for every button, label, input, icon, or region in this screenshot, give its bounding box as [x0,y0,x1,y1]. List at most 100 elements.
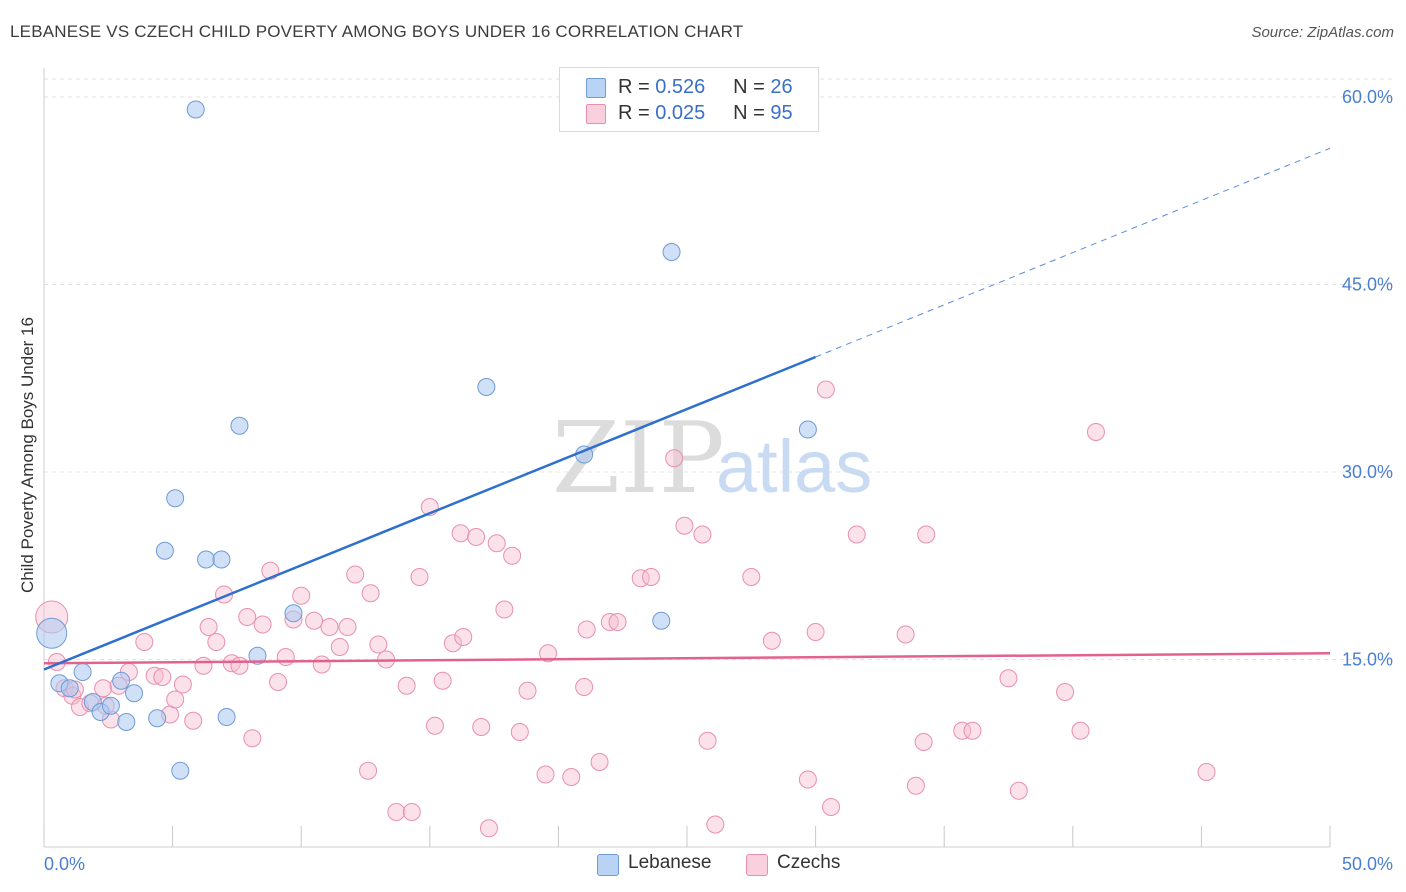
czech-point [359,761,378,780]
tick-labels: 15.0% 30.0% 45.0% 60.0% 0.0% 50.0% [44,87,1393,874]
lebanese-trend-extension [815,147,1331,358]
y-tick-label: 45.0% [1342,275,1393,295]
chart-title: LEBANESE VS CZECH CHILD POVERTY AMONG BO… [10,22,744,41]
czech-point [641,568,660,586]
lebanese-point [662,243,681,261]
lebanese-trend-line [43,355,817,671]
czech-point [562,768,581,786]
lebanese-point [798,420,817,439]
czech-point [467,528,486,546]
czech-point [166,690,185,709]
x-tick-label: 50.0% [1342,854,1393,874]
watermark-atlas: atlas [716,425,872,508]
lebanese-point [125,684,144,703]
czech-point [243,729,262,748]
czech-point [433,671,452,690]
czech-point [600,613,619,631]
y-tick-label: 30.0% [1342,462,1393,482]
czech-point [665,449,684,468]
lebanese-point [186,100,205,119]
lebanese-point [230,416,249,435]
lebanese-point [171,761,190,780]
lebanese-point [166,489,185,508]
czech-point [698,731,717,750]
lebanese-point [148,709,167,728]
czech-point [312,655,331,674]
chart-source: Source: ZipAtlas.com [1251,24,1394,41]
czech-point [402,803,421,821]
legend-r-value: 0.025 [655,102,706,124]
lebanese-points [36,100,817,780]
czech-point [510,723,529,741]
legend-r-label: R = [618,102,650,124]
czech-point [199,618,218,636]
watermark: ZIP atlas [552,402,872,516]
czech-point [608,613,627,631]
lebanese-point [477,378,496,396]
lebanese-point [652,611,671,630]
czech-point [518,681,537,700]
czech-point [387,803,406,821]
czech-point [346,565,365,584]
czech-point [896,625,915,644]
czech-point [693,525,712,544]
czech-point [330,638,349,656]
czech-point [798,770,817,789]
legend: R = 0.526 N = 26 R = 0.025 N = 95 [559,67,819,132]
lebanese-point [155,541,174,560]
bottom-legend-label-czechs: Czechs [777,852,841,873]
czech-point [906,776,925,795]
czech-point [503,546,522,565]
czech-point [451,524,470,543]
czech-point [590,753,609,771]
y-tick-label: 15.0% [1342,650,1393,670]
czech-point [145,666,164,685]
czech-point [539,644,558,663]
legend-r-label: R = [618,76,650,98]
czech-point [276,648,295,666]
y-tick-label: 60.0% [1342,87,1393,107]
czech-point [536,765,555,784]
lebanese-point [217,708,236,726]
czech-point [742,568,761,586]
czech-point [675,516,694,535]
legend-swatch-czechs [586,104,606,124]
czech-point [1056,683,1075,701]
lebanese-point [101,696,120,715]
czech-point [397,676,416,695]
czech-point [953,721,972,740]
lebanese-point [112,671,131,690]
lebanese-point [117,713,136,731]
czech-point [194,656,213,675]
czech-point [269,673,288,691]
czech-point [914,733,933,751]
czech-point [487,534,506,553]
x-tick-label: 0.0% [44,854,85,874]
czech-point [238,608,257,626]
czech-point [999,669,1018,688]
czech-point [1197,763,1216,781]
czech-point [762,631,781,650]
czech-point [816,380,835,399]
czech-points [35,380,1216,838]
czech-point [917,525,936,544]
czech-point [135,633,154,651]
czech-point [292,586,311,605]
lebanese-point [248,646,267,665]
lebanese-point [60,679,79,698]
legend-r-value: 0.526 [655,76,706,98]
czech-point [425,716,444,735]
czech-point [1009,781,1028,800]
czech-point [410,568,429,586]
czech-point [1086,423,1105,441]
lebanese-point [73,663,92,681]
czech-point [153,668,172,686]
czech-point [173,675,192,694]
czech-point [305,611,324,630]
czech-point [479,819,498,838]
lebanese-point [212,550,231,569]
axes [43,68,1331,848]
trend-lines [43,147,1331,671]
czech-point [806,623,825,641]
